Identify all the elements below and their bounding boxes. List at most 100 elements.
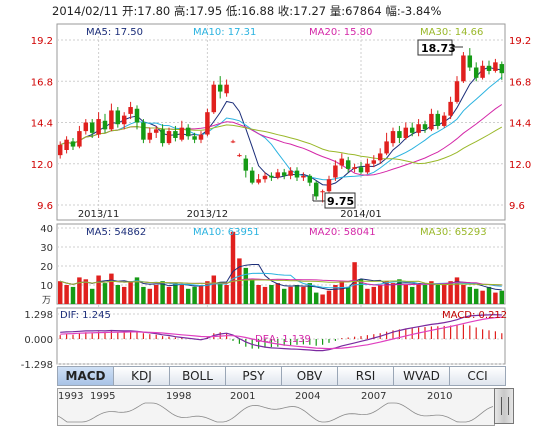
volume-bar [166, 286, 172, 304]
candle-body [448, 101, 453, 116]
candle-body [230, 141, 236, 143]
candle-body [192, 136, 197, 140]
ma5-line [60, 66, 502, 186]
volume-bar [441, 283, 447, 304]
ma10-label: MA10: 17.31 [193, 27, 256, 38]
volume-bar [409, 286, 415, 304]
timeline-drag-handle[interactable] [494, 388, 514, 424]
candle-body [173, 131, 178, 138]
volume-bar [153, 285, 159, 304]
volume-bar [185, 288, 191, 304]
candle-body [281, 172, 287, 176]
candle-body [384, 141, 389, 154]
vol-ma10-label: MA10: 63951 [193, 227, 260, 238]
volume-bars [57, 231, 505, 304]
candle-body [429, 113, 434, 130]
candlesticks [57, 48, 505, 203]
dif-label: DIF: 1.245 [60, 310, 111, 321]
volume-bar [217, 283, 223, 304]
price-tick-left: 19.2 [31, 36, 53, 47]
price-tick-left: 16.8 [31, 77, 53, 88]
timeline-year: 2010 [427, 391, 453, 402]
candle-body [211, 84, 217, 113]
candle-body [301, 175, 306, 178]
candle-body [89, 122, 95, 133]
volume-bar [224, 285, 229, 304]
candle-body [57, 144, 63, 156]
volume-bar [422, 285, 428, 304]
volume-bar [499, 290, 505, 304]
ma20-label: MA20: 15.80 [309, 27, 372, 38]
candle-body [499, 64, 505, 74]
candle-body [96, 119, 101, 135]
candle-body [307, 175, 313, 183]
volume-bar [102, 283, 108, 304]
vol-ma30-label: MA30: 65293 [420, 227, 487, 238]
price-tick-right: 9.6 [509, 201, 525, 212]
tab-boll[interactable]: BOLL [169, 366, 226, 386]
timeline-navigator[interactable]: 1993 1995 1998 2001 2004 2007 2010 [57, 388, 495, 426]
price-tick-left: 14.4 [31, 119, 53, 130]
tab-psy[interactable]: PSY [225, 366, 282, 386]
volume-bar [128, 281, 133, 304]
volume-tick: 10 [40, 281, 53, 292]
candle-body [365, 163, 370, 173]
volume-bar [461, 285, 466, 304]
volume-bar [486, 286, 492, 304]
ma10-line [60, 76, 503, 181]
tab-wvad[interactable]: WVAD [393, 366, 450, 386]
volume-bar [179, 285, 185, 304]
date-tick: 2013/12 [187, 209, 229, 220]
ma30-line [60, 124, 503, 165]
volume-bar [256, 285, 261, 304]
tab-kdj[interactable]: KDJ [113, 366, 170, 386]
candle-body [397, 131, 402, 138]
volume-axis: 40 30 20 10 [40, 224, 53, 292]
price-tick-left: 12.0 [31, 160, 53, 171]
volume-bar [397, 279, 402, 304]
candle-body [153, 129, 159, 133]
volume-bar [160, 281, 165, 304]
dif-line [60, 314, 502, 352]
candle-body [243, 158, 249, 171]
candle-body [377, 153, 383, 161]
candle-body [269, 175, 274, 178]
timeline-sparkline [58, 402, 494, 423]
volume-bar [429, 281, 434, 304]
timeline-year: 2007 [361, 391, 387, 402]
candle-body [217, 84, 223, 92]
date-tick: 2013/11 [78, 209, 120, 220]
tab-cci[interactable]: CCI [449, 366, 506, 386]
volume-bar [339, 281, 345, 304]
volume-bar [70, 286, 76, 304]
volume-bar [211, 275, 217, 304]
volume-bar [307, 283, 313, 304]
volume-bar [403, 285, 409, 304]
candle-body [345, 160, 351, 169]
candle-body [333, 165, 338, 178]
tab-macd[interactable]: MACD [57, 366, 114, 386]
volume-bar [249, 279, 255, 304]
volume-unit: 万 [42, 296, 51, 306]
candle-body [371, 160, 377, 164]
macd-tick: -1.298 [21, 360, 53, 371]
price-tick-right: 16.8 [509, 77, 531, 88]
volume-bar [480, 290, 485, 304]
price-tick-right: 14.4 [509, 119, 531, 130]
timeline-history-sparkline [58, 402, 494, 423]
volume-bar [275, 283, 281, 304]
tab-rsi[interactable]: RSI [337, 366, 394, 386]
macd-label: MACD: 0.212 [442, 310, 507, 321]
macd-lines [60, 314, 502, 352]
candle-body [224, 84, 229, 94]
volume-bar [390, 283, 396, 304]
volume-bar [147, 288, 153, 304]
volume-bar [365, 288, 370, 304]
tab-obv[interactable]: OBV [281, 366, 338, 386]
volume-bar [121, 286, 127, 304]
volume-bar [57, 281, 63, 304]
volume-bar [301, 286, 306, 304]
macd-histogram [59, 324, 503, 349]
candle-body [141, 122, 146, 140]
